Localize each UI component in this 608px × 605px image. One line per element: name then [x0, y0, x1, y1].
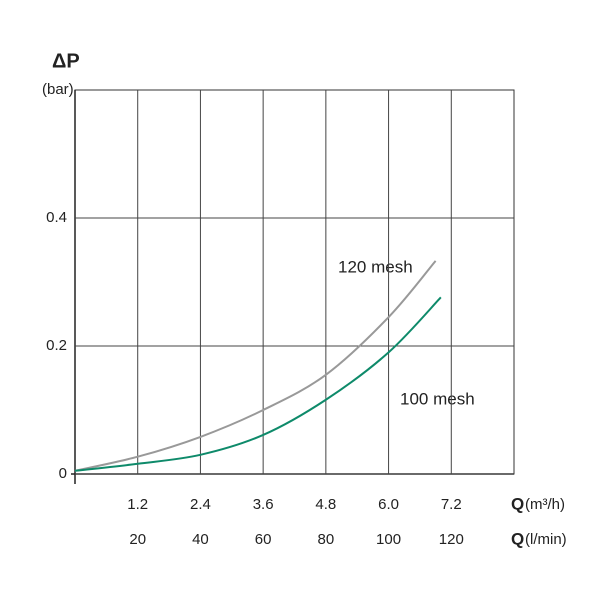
- series-line: [74, 296, 442, 472]
- y-unit: (bar): [42, 81, 74, 98]
- x2-unit: (l/min): [525, 531, 567, 548]
- y-tick-label: 0: [59, 465, 67, 482]
- x2-tick-label: 40: [192, 531, 209, 548]
- y-label: ΔP: [52, 50, 80, 72]
- x-tick-label: 4.8: [315, 496, 336, 513]
- x2-tick-label: 100: [376, 531, 401, 548]
- x2-tick-label: 80: [318, 531, 335, 548]
- series-label: 100 mesh: [400, 389, 475, 408]
- x-tick-label: 2.4: [190, 496, 211, 513]
- x-unit: (m³/h): [525, 496, 565, 513]
- x2-tick-label: 60: [255, 531, 272, 548]
- series-label: 120 mesh: [338, 257, 413, 276]
- x2-label: Q: [511, 529, 524, 548]
- x-label: Q: [511, 494, 524, 513]
- x-tick-label: 1.2: [127, 496, 148, 513]
- x-tick-label: 3.6: [253, 496, 274, 513]
- x-tick-label: 7.2: [441, 496, 462, 513]
- y-tick-label: 0.4: [46, 209, 67, 226]
- x-tick-label: 6.0: [378, 496, 399, 513]
- y-tick-label: 0.2: [46, 337, 67, 354]
- series-line: [74, 260, 437, 472]
- x2-tick-label: 120: [439, 531, 464, 548]
- plot-frame: [74, 89, 515, 475]
- x2-tick-label: 20: [129, 531, 146, 548]
